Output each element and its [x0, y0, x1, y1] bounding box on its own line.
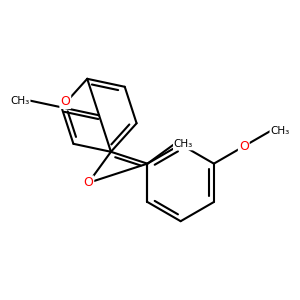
Text: CH₃: CH₃ — [11, 95, 30, 106]
Text: O: O — [83, 176, 93, 189]
Text: O: O — [60, 95, 70, 108]
Text: CH₃: CH₃ — [270, 126, 290, 136]
Text: CH₃: CH₃ — [174, 140, 193, 149]
Text: O: O — [239, 140, 249, 153]
